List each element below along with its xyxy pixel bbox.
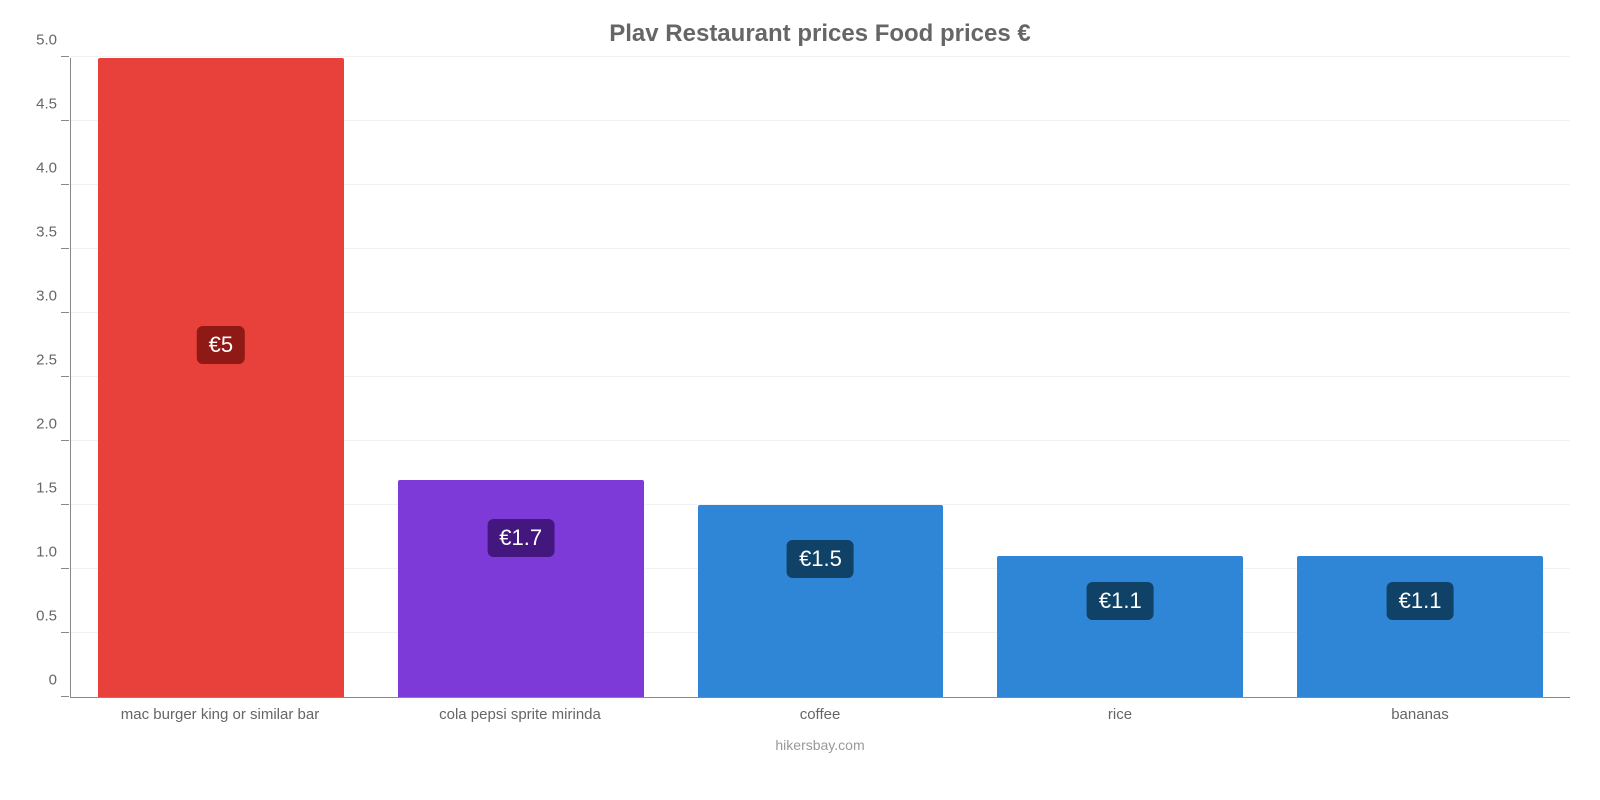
price-chart: Plav Restaurant prices Food prices € 0 0.… (0, 0, 1600, 800)
bar-value-label: €1.7 (487, 519, 554, 557)
y-tick (61, 568, 69, 569)
chart-title: Plav Restaurant prices Food prices € (70, 20, 1570, 48)
x-axis-label: bananas (1270, 706, 1570, 723)
bar: €1.1 (997, 556, 1243, 697)
bar-slot: €1.1 (1270, 58, 1570, 697)
bar-slot: €5 (71, 58, 371, 697)
x-axis-labels: mac burger king or similar barcola pepsi… (70, 706, 1570, 723)
bar-slot: €1.1 (970, 58, 1270, 697)
y-tick-label: 0.5 (36, 608, 57, 625)
y-tick (61, 632, 69, 633)
y-tick (61, 184, 69, 185)
bar-value-label: €1.5 (787, 540, 854, 578)
bars-row: €5 €1.7 €1.5 €1.1 €1.1 (71, 58, 1570, 697)
plot-area: 00.51.01.52.02.53.03.54.04.55.0 €5€1.7€1… (70, 58, 1570, 698)
bar: €5 (98, 58, 344, 697)
y-tick-label: 1.0 (36, 544, 57, 561)
y-tick-label: 1.5 (36, 480, 57, 497)
y-tick (61, 312, 69, 313)
x-axis-label: rice (970, 706, 1270, 723)
bar: €1.5 (698, 505, 944, 697)
y-tick (61, 440, 69, 441)
y-tick (61, 376, 69, 377)
y-tick-label: 5.0 (36, 32, 57, 49)
bar-value-label: €5 (197, 326, 245, 364)
y-tick (61, 56, 69, 57)
y-tick-label: 3.5 (36, 224, 57, 241)
bar-slot: €1.7 (371, 58, 671, 697)
bar-value-label: €1.1 (1387, 582, 1454, 620)
bar-value-label: €1.1 (1087, 582, 1154, 620)
y-tick (61, 120, 69, 121)
bar-slot: €1.5 (671, 58, 971, 697)
y-tick-label: 4.5 (36, 96, 57, 113)
y-tick-label: 2.5 (36, 352, 57, 369)
chart-attribution: hikersbay.com (70, 737, 1570, 753)
x-axis-label: coffee (670, 706, 970, 723)
y-tick (61, 504, 69, 505)
y-tick-label: 4.0 (36, 160, 57, 177)
y-tick-label: 0 (49, 672, 57, 689)
x-axis-label: cola pepsi sprite mirinda (370, 706, 670, 723)
x-axis-label: mac burger king or similar bar (70, 706, 370, 723)
gridline (71, 56, 1570, 57)
bar: €1.7 (398, 480, 644, 697)
y-tick-label: 3.0 (36, 288, 57, 305)
y-tick-label: 2.0 (36, 416, 57, 433)
y-tick (61, 696, 69, 697)
y-tick (61, 248, 69, 249)
bar: €1.1 (1297, 556, 1543, 697)
